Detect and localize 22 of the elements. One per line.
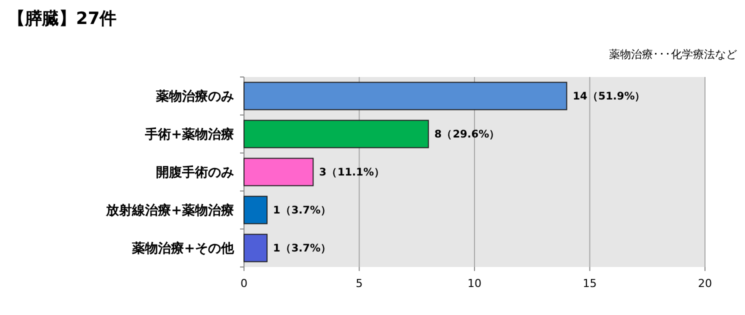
- y-tick-label: 手術+薬物治療: [144, 126, 234, 143]
- data-label: 8（29.6%）: [434, 128, 500, 141]
- x-tick-label: 20: [698, 277, 712, 290]
- x-tick-label: 10: [468, 277, 482, 290]
- text: 【膵臓】27件: [8, 9, 117, 29]
- y-tick-label: 放射線治療+薬物治療: [105, 202, 234, 219]
- bar: [244, 196, 268, 224]
- x-tick-label: 5: [356, 277, 363, 290]
- x-tick-label: 15: [582, 277, 597, 290]
- bar: [244, 82, 568, 110]
- y-tick-label: 開腹手術のみ: [156, 164, 234, 181]
- x-tick-label: 0: [240, 277, 248, 290]
- data-label: 3（11.1%）: [319, 166, 385, 179]
- y-tick-label: 薬物治療+その他: [131, 240, 235, 257]
- text: 薬物治療･･･化学療法など: [609, 48, 737, 61]
- data-label: 14（51.9%）: [572, 90, 646, 103]
- data-label: 1（3.7%）: [273, 242, 332, 255]
- data-label: 1（3.7%）: [273, 204, 332, 217]
- bar: [244, 158, 314, 186]
- bar: [244, 234, 268, 262]
- y-tick-label: 薬物治療のみ: [155, 88, 234, 105]
- bar: [244, 120, 429, 148]
